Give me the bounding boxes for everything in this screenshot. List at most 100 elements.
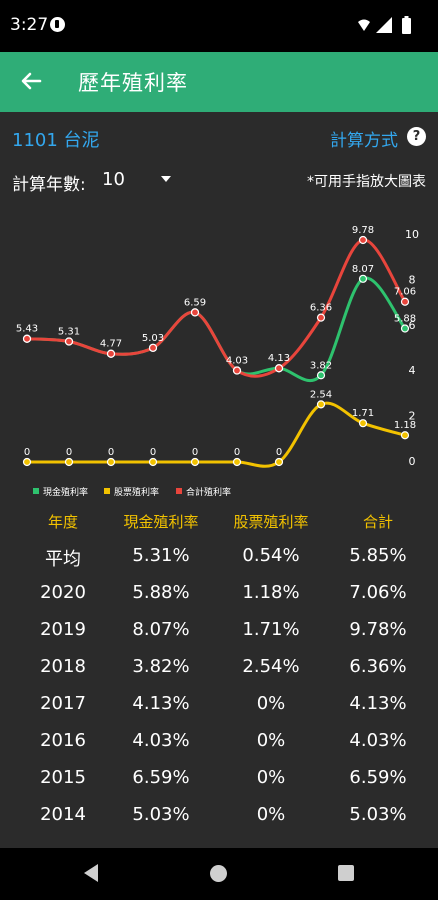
cell-year: 2018 [40, 656, 86, 677]
data-point [106, 349, 116, 358]
header-year: 年度 [47, 513, 78, 531]
dividend-yield-chart[interactable]: 5.43 5.31 4.77 5.03 6.59 4.03 4.13 6.36 9.78 7.06… [0, 200, 438, 510]
data-label: 0 [276, 447, 282, 458]
data-point [316, 313, 326, 322]
data-label: 0 [24, 447, 30, 458]
cell-total: 4.13% [349, 693, 407, 714]
cell-year: 2014 [40, 804, 86, 825]
table-row: 2014 5.03% 0% 5.03% [0, 804, 438, 841]
cell-stock-yield: 0% [256, 693, 286, 714]
help-icon[interactable]: ? [407, 127, 426, 146]
cell-cash-yield: 3.82% [132, 656, 190, 677]
notification-icon [50, 17, 65, 32]
data-point [190, 308, 200, 317]
data-label: 0 [150, 447, 156, 458]
cell-stock-yield: 0% [256, 804, 286, 825]
stock-name: 1101 台泥 [12, 130, 100, 151]
cell-cash-yield: 4.13% [132, 693, 190, 714]
cell-year: 2016 [40, 730, 86, 751]
table-row: 2015 6.59% 0% 6.59% [0, 767, 438, 804]
table-row: 2017 4.13% 0% 4.13% [0, 693, 438, 730]
cell-stock-yield: 1.71% [242, 619, 300, 640]
series-line-0 [26, 276, 407, 383]
zoom-hint: *可用手指放大圖表 [307, 174, 426, 190]
cell-stock-yield: 0.54% [242, 545, 300, 566]
cell-cash-yield: 5.88% [132, 582, 190, 603]
data-label: 0 [66, 447, 72, 458]
data-label: 5.31 [58, 326, 80, 337]
back-arrow-icon[interactable] [16, 66, 46, 96]
y-tick-label: 6 [409, 319, 416, 332]
system-nav-bar [0, 848, 438, 900]
data-label: 0 [192, 447, 198, 458]
cell-total: 6.36% [349, 656, 407, 677]
data-label: 5.03 [142, 333, 164, 344]
data-label: 6.59 [184, 297, 206, 308]
status-bar: 3:27 [0, 0, 438, 52]
data-label: 0 [234, 447, 240, 458]
data-point [358, 235, 368, 245]
cell-cash-yield: 6.59% [132, 767, 190, 788]
y-tick-label: 0 [409, 455, 416, 468]
legend-swatch [104, 488, 110, 494]
table-row: 2019 8.07% 1.71% 9.78% [0, 619, 438, 656]
header-total: 合計 [362, 513, 393, 531]
data-point [64, 457, 74, 467]
data-label: 7.06 [394, 287, 416, 298]
nav-recents-icon[interactable] [338, 865, 354, 881]
cell-stock-yield: 0% [256, 767, 286, 788]
data-point [316, 400, 326, 409]
data-point [232, 366, 242, 375]
status-time: 3:27 [10, 15, 49, 35]
legend-label: 現金殖利率 [43, 486, 88, 498]
y-tick-label: 2 [409, 410, 416, 423]
y-tick-label: 8 [409, 273, 416, 286]
years-select-value[interactable]: 10 [102, 169, 125, 190]
cell-year: 2015 [40, 767, 86, 788]
cell-year: 2020 [40, 582, 86, 603]
data-label: 2.54 [310, 389, 332, 400]
cell-stock-yield: 2.54% [242, 656, 300, 677]
data-point [274, 364, 284, 373]
battery-icon [402, 18, 411, 34]
wifi-icon [358, 19, 370, 31]
y-tick-label: 10 [405, 228, 419, 241]
data-label: 0 [108, 447, 114, 458]
table-row: 2020 5.88% 1.18% 7.06% [0, 582, 438, 619]
cell-stock-yield: 0% [256, 730, 286, 751]
data-label: 3.82 [310, 360, 332, 371]
legend-swatch [33, 488, 39, 494]
nav-back-icon[interactable] [84, 864, 98, 882]
cell-total: 7.06% [349, 582, 407, 603]
page-title: 歷年殖利率 [78, 71, 188, 95]
data-point [148, 457, 158, 467]
signal-icon [376, 17, 392, 33]
data-point [22, 457, 32, 467]
cell-total: 5.85% [349, 545, 407, 566]
dropdown-caret-icon[interactable] [161, 176, 171, 182]
series-line-2 [26, 238, 407, 378]
data-point [400, 324, 410, 333]
cell-total: 9.78% [349, 619, 407, 640]
table-row: 平均 5.31% 0.54% 5.85% [0, 545, 438, 582]
cell-cash-yield: 8.07% [132, 619, 190, 640]
series-line-1 [27, 401, 406, 468]
data-point [400, 431, 410, 440]
cell-total: 6.59% [349, 767, 407, 788]
cell-total: 5.03% [349, 804, 407, 825]
cell-total: 4.03% [349, 730, 407, 751]
cell-year: 2019 [40, 619, 86, 640]
legend-label: 合計殖利率 [186, 486, 231, 498]
nav-home-icon[interactable] [210, 865, 227, 882]
legend-swatch [176, 488, 182, 494]
data-label: 4.13 [268, 353, 290, 364]
data-label: 8.07 [352, 264, 374, 275]
table-header: 年度 現金殖利率 股票殖利率 合計 [0, 511, 438, 548]
data-point [358, 274, 368, 283]
calc-method-link[interactable]: 計算方式 [330, 131, 398, 151]
legend-label: 股票殖利率 [114, 486, 159, 498]
data-point [274, 457, 284, 467]
header-stock-yield: 股票殖利率 [233, 513, 309, 531]
data-point [64, 337, 74, 346]
cell-year: 平均 [45, 549, 81, 570]
